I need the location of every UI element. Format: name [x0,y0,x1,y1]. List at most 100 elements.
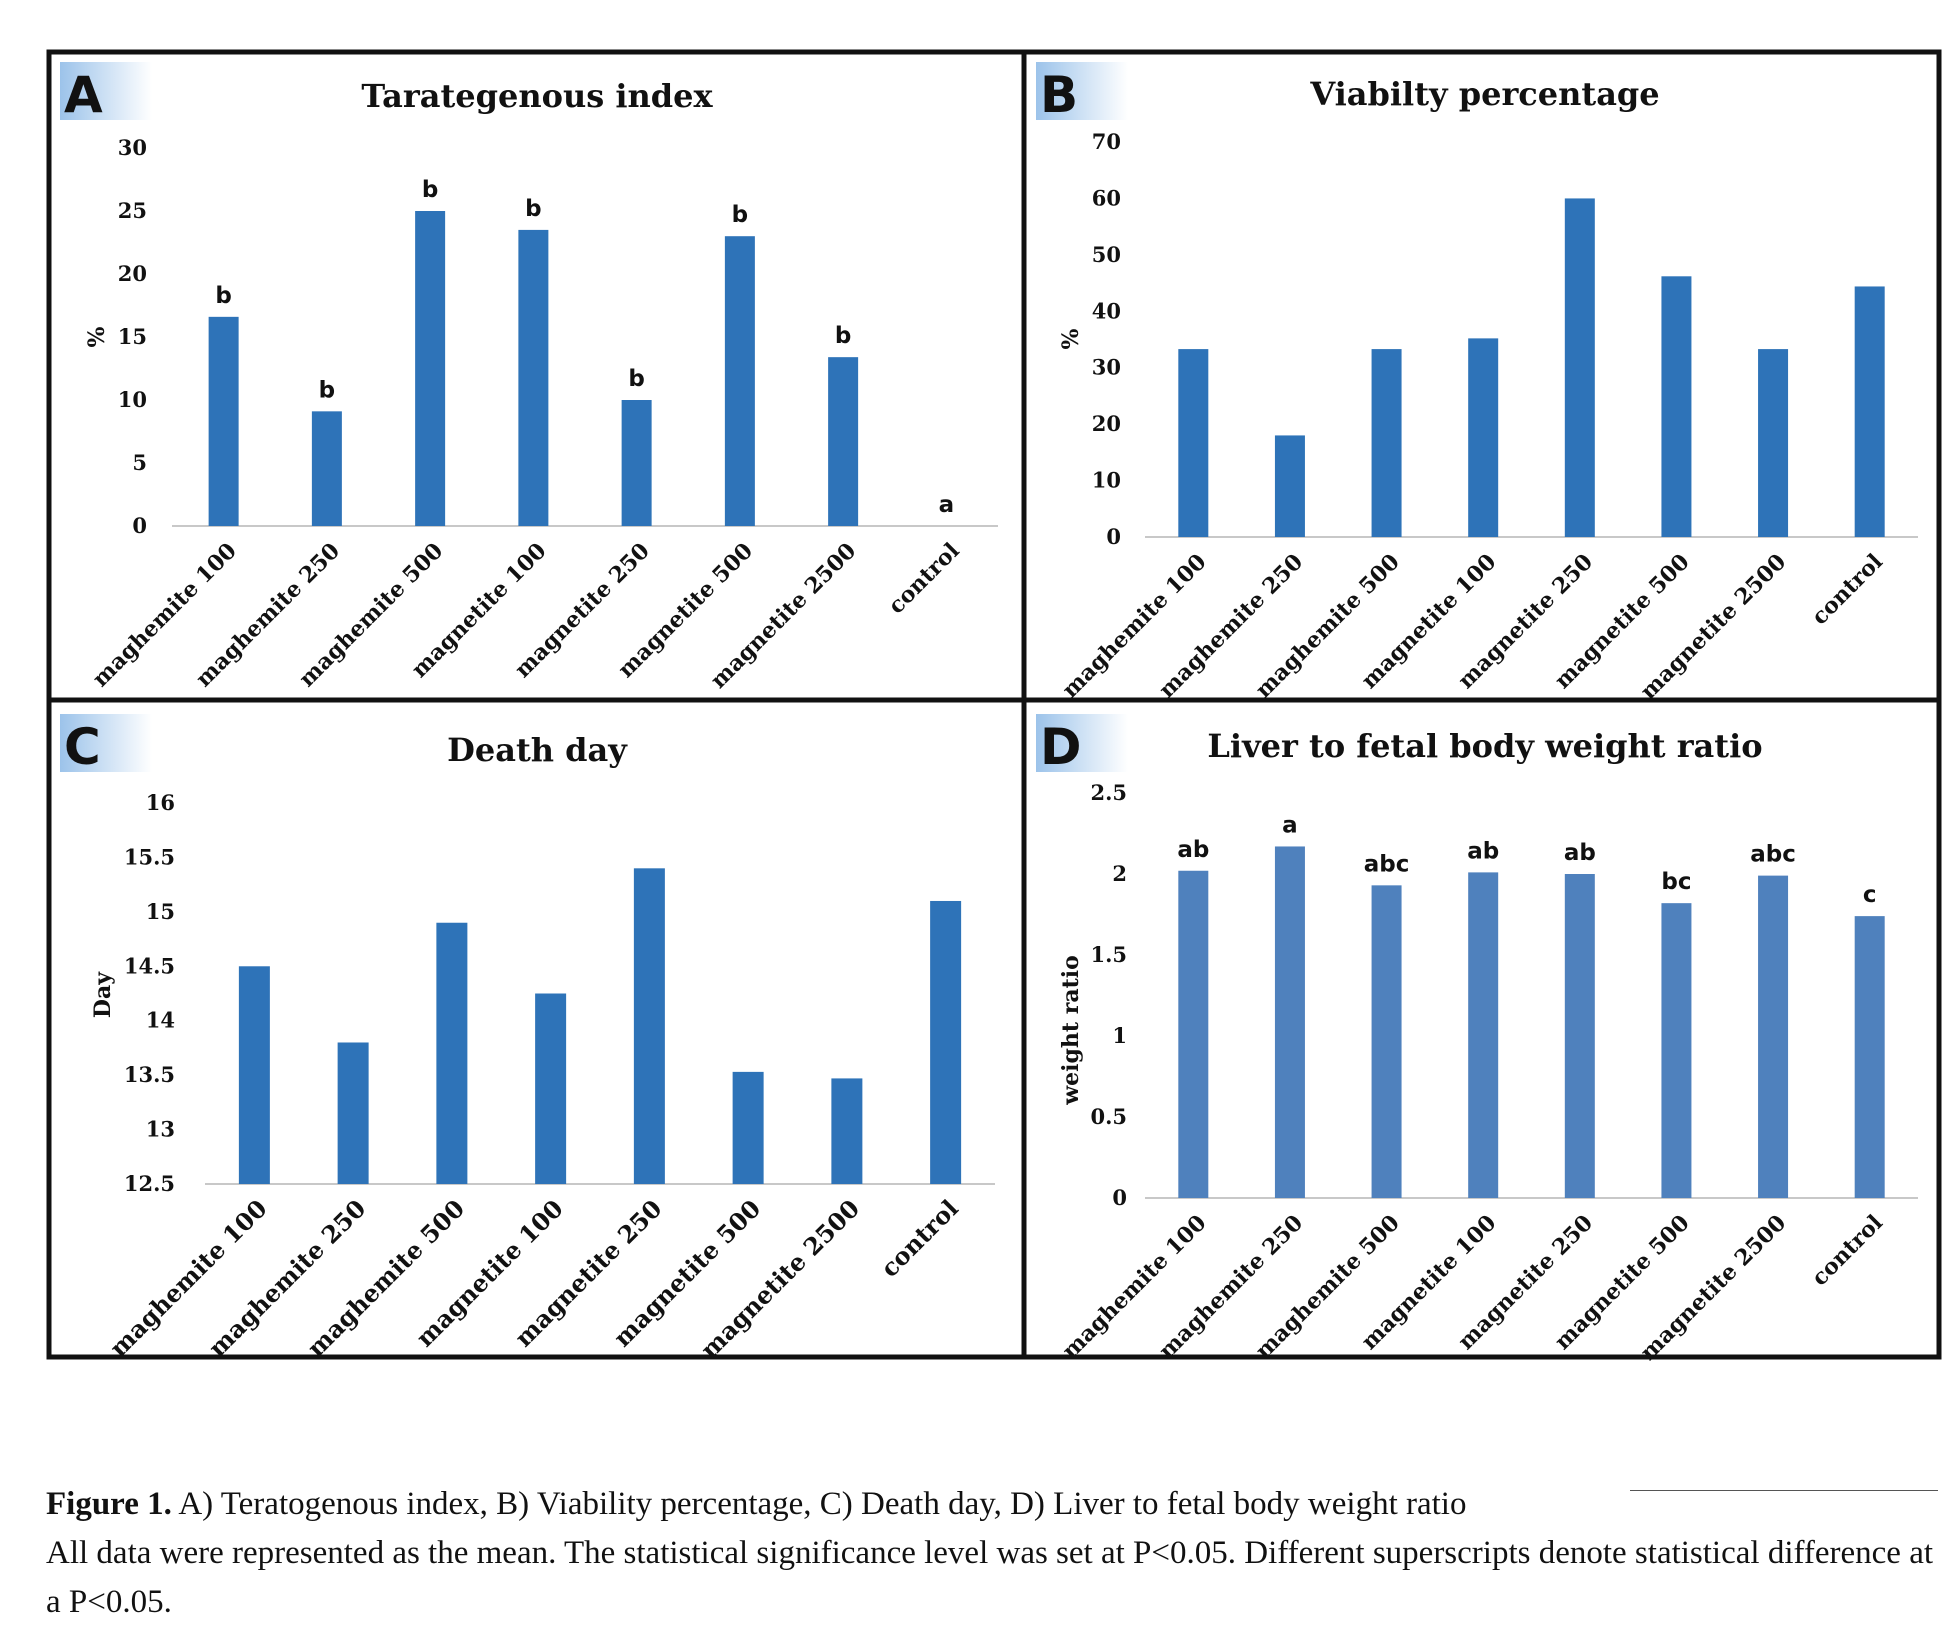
panel-b: B Viabilty percentage010203040506070%magh… [1036,62,1918,705]
significance-label: b [732,202,748,228]
y-tick-label: 20 [118,261,147,286]
bar [1274,435,1305,537]
bar [311,411,342,526]
y-tick-label: 13 [146,1117,175,1142]
bar [828,357,859,526]
bar [831,1078,863,1184]
bar [415,211,446,526]
significance-label: b [319,377,335,403]
y-tick-label: 14 [146,1008,175,1033]
bar [1371,349,1402,537]
panel-a: A Tarategenous index051015202530%bmaghemi… [60,62,998,694]
bar [1178,349,1209,537]
panel-letter: A [64,66,103,124]
panel-letter-badge [60,62,152,120]
x-tick-label: control [1807,1210,1888,1291]
y-tick-label: 14.5 [124,953,175,978]
significance-label: b [215,283,231,309]
y-tick-label: 0 [132,513,147,538]
bar [1758,875,1789,1198]
x-tick-label: control [875,1194,964,1283]
y-tick-label: 30 [118,135,147,160]
significance-label: b [835,323,851,349]
bar [1468,872,1499,1198]
y-tick-label: 5 [132,450,147,475]
y-tick-label: 70 [1092,129,1121,154]
y-tick-label: 13.5 [124,1062,175,1087]
panel-letter: D [1040,718,1082,776]
bar [1758,349,1789,537]
significance-label: ab [1564,840,1596,866]
chart-title: Viabilty percentage [1309,75,1659,113]
y-tick-label: 0 [1112,1185,1127,1210]
bar [1274,846,1305,1198]
chart-title: Liver to fetal body weight ratio [1207,727,1762,765]
panel-letter-badge [1036,62,1128,120]
caption-figure-label: Figure 1. [46,1486,172,1522]
y-tick-label: 16 [146,790,175,815]
caption-rule [1630,1490,1938,1491]
bar [208,316,239,526]
significance-label: abc [1364,851,1410,877]
y-tick-label: 10 [118,387,147,412]
y-tick-label: 10 [1092,468,1121,493]
figure-frame [46,49,1942,1360]
y-tick-label: 30 [1092,355,1121,380]
caption-panel-list: A) Teratogenous index, B) Viability perc… [178,1486,1467,1522]
bar [518,229,549,526]
bar [436,922,468,1184]
bar [238,966,270,1184]
significance-label: a [939,492,955,518]
panel-d: D Liver to fetal body weight ratio 0 0.5 1 1.… [1036,714,1918,1366]
y-axis-label: % [1058,328,1084,349]
bar [1661,276,1692,537]
y-tick-label: 2.5 [1090,780,1127,805]
bar [1854,286,1885,537]
figure-caption: Figure 1. A) Teratogenous index, B) Viab… [46,1480,1946,1627]
x-tick-label: control [1807,549,1888,630]
bar [732,1071,764,1184]
caption-line-1: Figure 1. A) Teratogenous index, B) Viab… [46,1480,1946,1529]
figure: A Tarategenous index 0 5 10 15 20 25 30% b maghemi… [46,49,1942,1366]
y-tick-label: 15 [146,899,175,924]
bar [1564,874,1595,1198]
bar [1854,916,1885,1198]
significance-label: ab [1467,838,1499,864]
chart-title: Tarategenous index [361,77,713,115]
y-tick-label: 1 [1112,1023,1127,1048]
panel-letter: B [1040,66,1078,124]
panel-c: C Death day12.51313.51414.51515.516Daymag… [60,714,995,1364]
y-axis-label: weight ratio [1058,955,1084,1106]
bar [337,1042,369,1184]
y-tick-label: 50 [1092,242,1121,267]
panel-letter: C [64,718,101,776]
bar [621,400,652,526]
y-tick-label: 0.5 [1090,1104,1127,1129]
bar [1661,903,1692,1198]
bar [1564,198,1595,537]
y-tick-label: 15 [118,324,147,349]
y-axis-label: Day [90,971,116,1018]
y-tick-label: 1.5 [1090,942,1127,967]
y-tick-label: 60 [1092,185,1121,210]
bar [930,900,962,1184]
significance-label: a [1282,812,1298,838]
significance-label: bc [1661,869,1691,895]
x-tick-label: control [883,538,964,619]
y-tick-label: 25 [118,198,147,223]
y-tick-label: 40 [1092,298,1121,323]
y-tick-label: 20 [1092,411,1121,436]
bar [724,236,755,526]
panel-letter-badge [60,714,152,772]
bar [1178,870,1209,1198]
significance-label: b [422,177,438,203]
chart-title: Death day [447,731,628,769]
significance-label: b [628,366,644,392]
y-axis-label: % [84,326,110,347]
significance-label: b [525,196,541,222]
significance-label: ab [1177,837,1209,863]
significance-label: abc [1750,842,1796,868]
bar [633,868,665,1184]
bar [1468,338,1499,537]
y-tick-label: 12.5 [124,1171,175,1196]
